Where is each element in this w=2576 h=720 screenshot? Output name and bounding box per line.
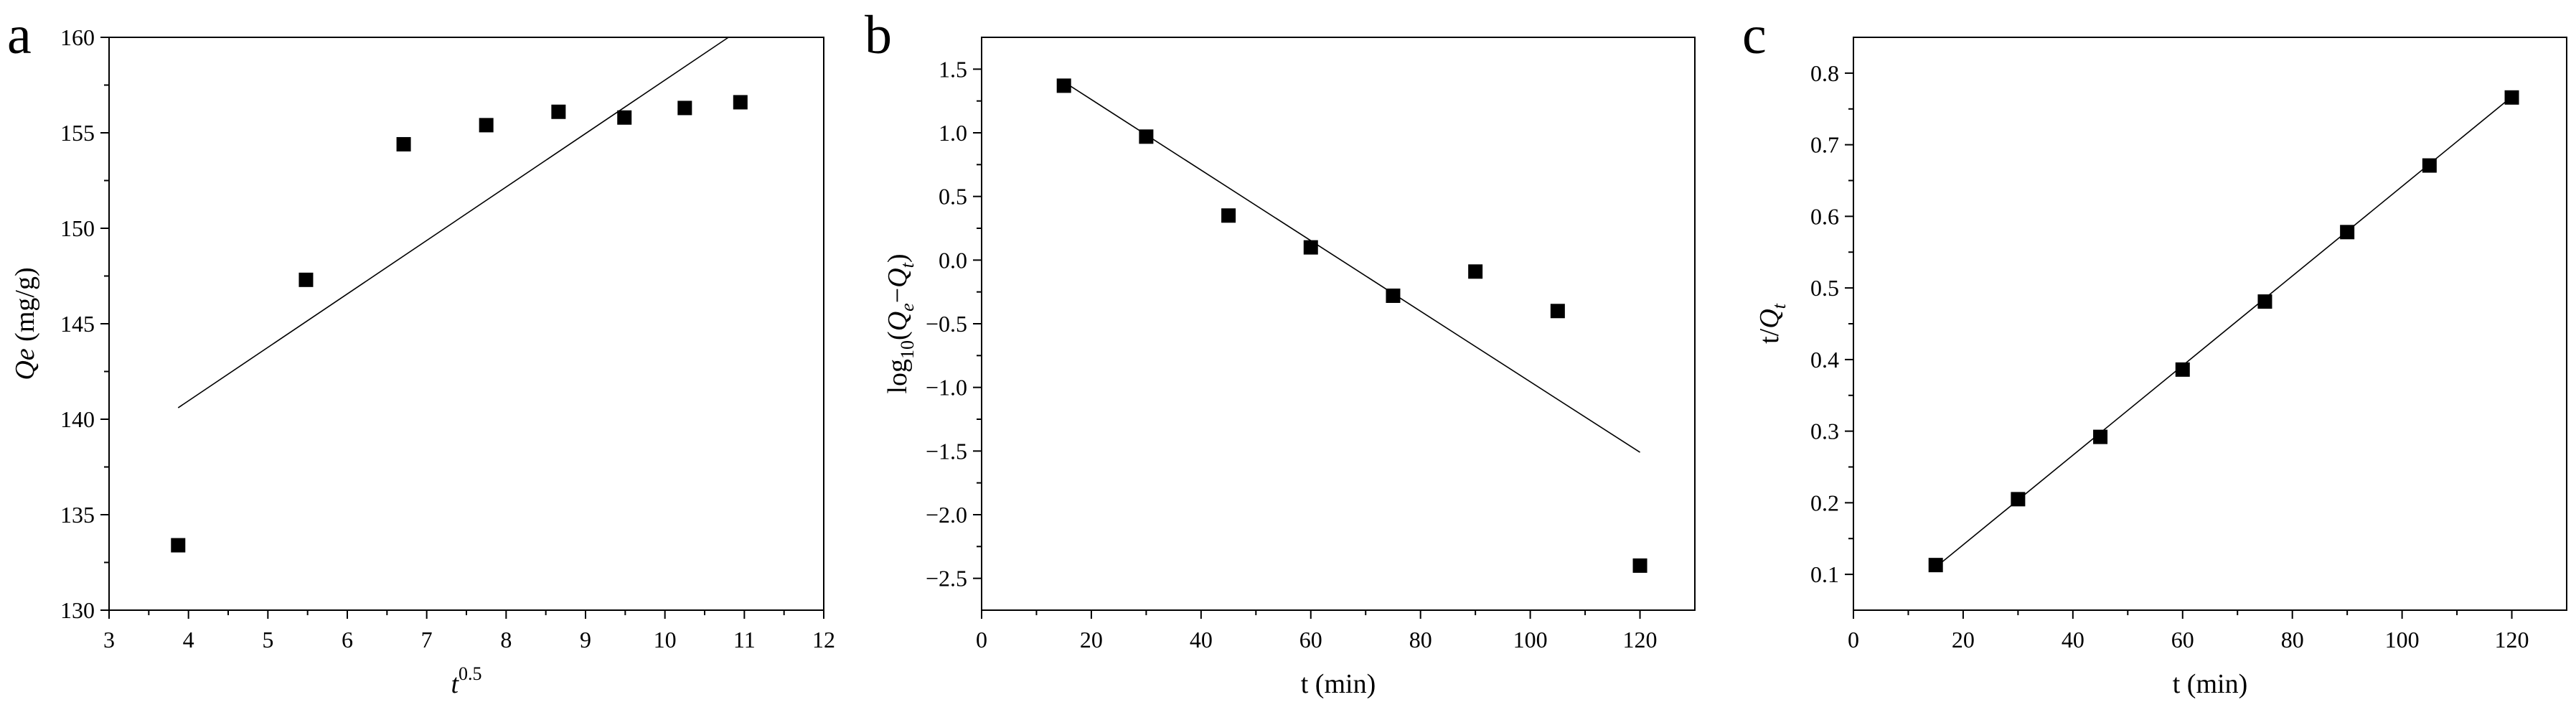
data-point [479, 118, 494, 133]
data-point [2340, 225, 2355, 240]
x-tick-label: 100 [1513, 627, 1548, 653]
y-tick-label: −2.0 [926, 502, 967, 528]
x-tick-label: 40 [2062, 627, 2084, 653]
y-tick-label: −1.0 [926, 375, 967, 401]
data-point [551, 104, 566, 119]
x-axis-title: t (min) [1301, 669, 1376, 699]
panel-c-letter: c [1742, 5, 1767, 65]
x-tick-label: 11 [733, 627, 756, 653]
x-tick-label: 3 [103, 627, 115, 653]
panel-b-chart: 0 20 40 60 80 100 120 −2.5 −2.0 −1.5 −1.0 −0.5 0.0 0.… [883, 37, 1696, 699]
x-axis-title: t (min) [2173, 669, 2247, 699]
y-tick-label: 130 [60, 597, 95, 623]
data-point [1468, 264, 1483, 279]
x-tick-label: 10 [654, 627, 677, 653]
data-point [2257, 294, 2272, 309]
y-tick-label: 155 [60, 120, 95, 146]
plot-frame [981, 37, 1696, 611]
x-tick-label: 0 [976, 627, 987, 653]
fit-line [1935, 96, 2513, 568]
x-axis-title: t0.5 [451, 663, 481, 699]
y-tick-label: 0.8 [1810, 60, 1839, 86]
y-tick-label: −1.5 [926, 438, 967, 464]
y-tick-label: −2.5 [926, 566, 967, 592]
x-tick-label: 6 [342, 627, 353, 653]
y-tick-label: 160 [60, 24, 95, 50]
x-tick-label: 20 [1952, 627, 1975, 653]
y-tick-label: 135 [60, 502, 95, 528]
fit-line [177, 37, 729, 408]
x-tick-label: 20 [1080, 627, 1103, 653]
x-tick-label: 12 [812, 627, 835, 653]
data-point [2093, 429, 2108, 444]
y-tick-label: 0.3 [1810, 419, 1839, 444]
data-point [1139, 129, 1154, 144]
y-tick-label: 0.2 [1810, 490, 1839, 515]
data-point [1303, 240, 1318, 255]
y-tick-label: 140 [60, 406, 95, 432]
x-tick-label: 80 [1409, 627, 1432, 653]
x-tick-label: 60 [1299, 627, 1322, 653]
y-tick-label: 0.7 [1810, 132, 1839, 158]
y-tick-label: 150 [60, 215, 95, 241]
data-point [396, 136, 411, 151]
x-tick-label: 40 [1190, 627, 1213, 653]
x-tick-label: 9 [580, 627, 591, 653]
y-tick-label: 0.1 [1810, 561, 1839, 587]
x-tick-label: 60 [2171, 627, 2194, 653]
y-tick-label: −0.5 [926, 311, 967, 337]
data-point [2422, 158, 2437, 173]
panel-a-chart: 3 4 5 6 7 8 9 10 11 12 130 135 140 145 150 155 160 t0.5 Qe… [10, 24, 835, 699]
data-point [1221, 208, 1236, 223]
y-tick-label: 145 [60, 311, 95, 337]
y-tick-label: 0.4 [1810, 347, 1839, 373]
data-point [1550, 304, 1565, 319]
data-point [2011, 492, 2026, 507]
y-tick-label: 1.0 [939, 120, 967, 146]
x-tick-label: 100 [2385, 627, 2420, 653]
y-tick-label: 1.5 [939, 56, 967, 82]
data-point [733, 95, 748, 110]
fit-line [1063, 81, 1640, 453]
x-tick-label: 4 [183, 627, 194, 653]
y-tick-label: 0.5 [939, 184, 967, 210]
x-tick-label: 120 [2495, 627, 2529, 653]
data-point [299, 272, 314, 287]
y-axis-title: Qe (mg/g) [10, 267, 40, 380]
panel-c-chart: 0 20 40 60 80 100 120 0.1 0.2 0.3 0.4 0.5 0.6 0.7 0.8 t… [1754, 37, 2567, 699]
data-point [617, 110, 632, 125]
plot-frame [108, 37, 824, 611]
data-point [1386, 288, 1401, 303]
data-point [2504, 90, 2519, 105]
y-tick-label: 0.0 [939, 247, 967, 273]
x-tick-label: 5 [262, 627, 273, 653]
y-tick-label: 0.5 [1810, 275, 1839, 301]
data-point [2175, 362, 2190, 377]
panel-b-letter: b [865, 5, 892, 65]
data-point [677, 100, 692, 116]
y-axis-title: t/Qt [1754, 303, 1790, 344]
y-tick-label: 0.6 [1810, 203, 1839, 229]
x-tick-label: 120 [1623, 627, 1658, 653]
data-point [1632, 558, 1647, 573]
x-tick-label: 7 [421, 627, 433, 653]
data-point [1928, 558, 1943, 573]
x-tick-label: 8 [500, 627, 512, 653]
data-point [1056, 78, 1071, 93]
x-tick-label: 0 [1848, 627, 1859, 653]
panel-a-letter: a [7, 5, 32, 65]
y-axis-title: log10(Qe−Qt) [883, 254, 918, 394]
x-tick-label: 80 [2281, 627, 2304, 653]
plot-frame [1853, 37, 2567, 611]
data-point [171, 538, 186, 553]
